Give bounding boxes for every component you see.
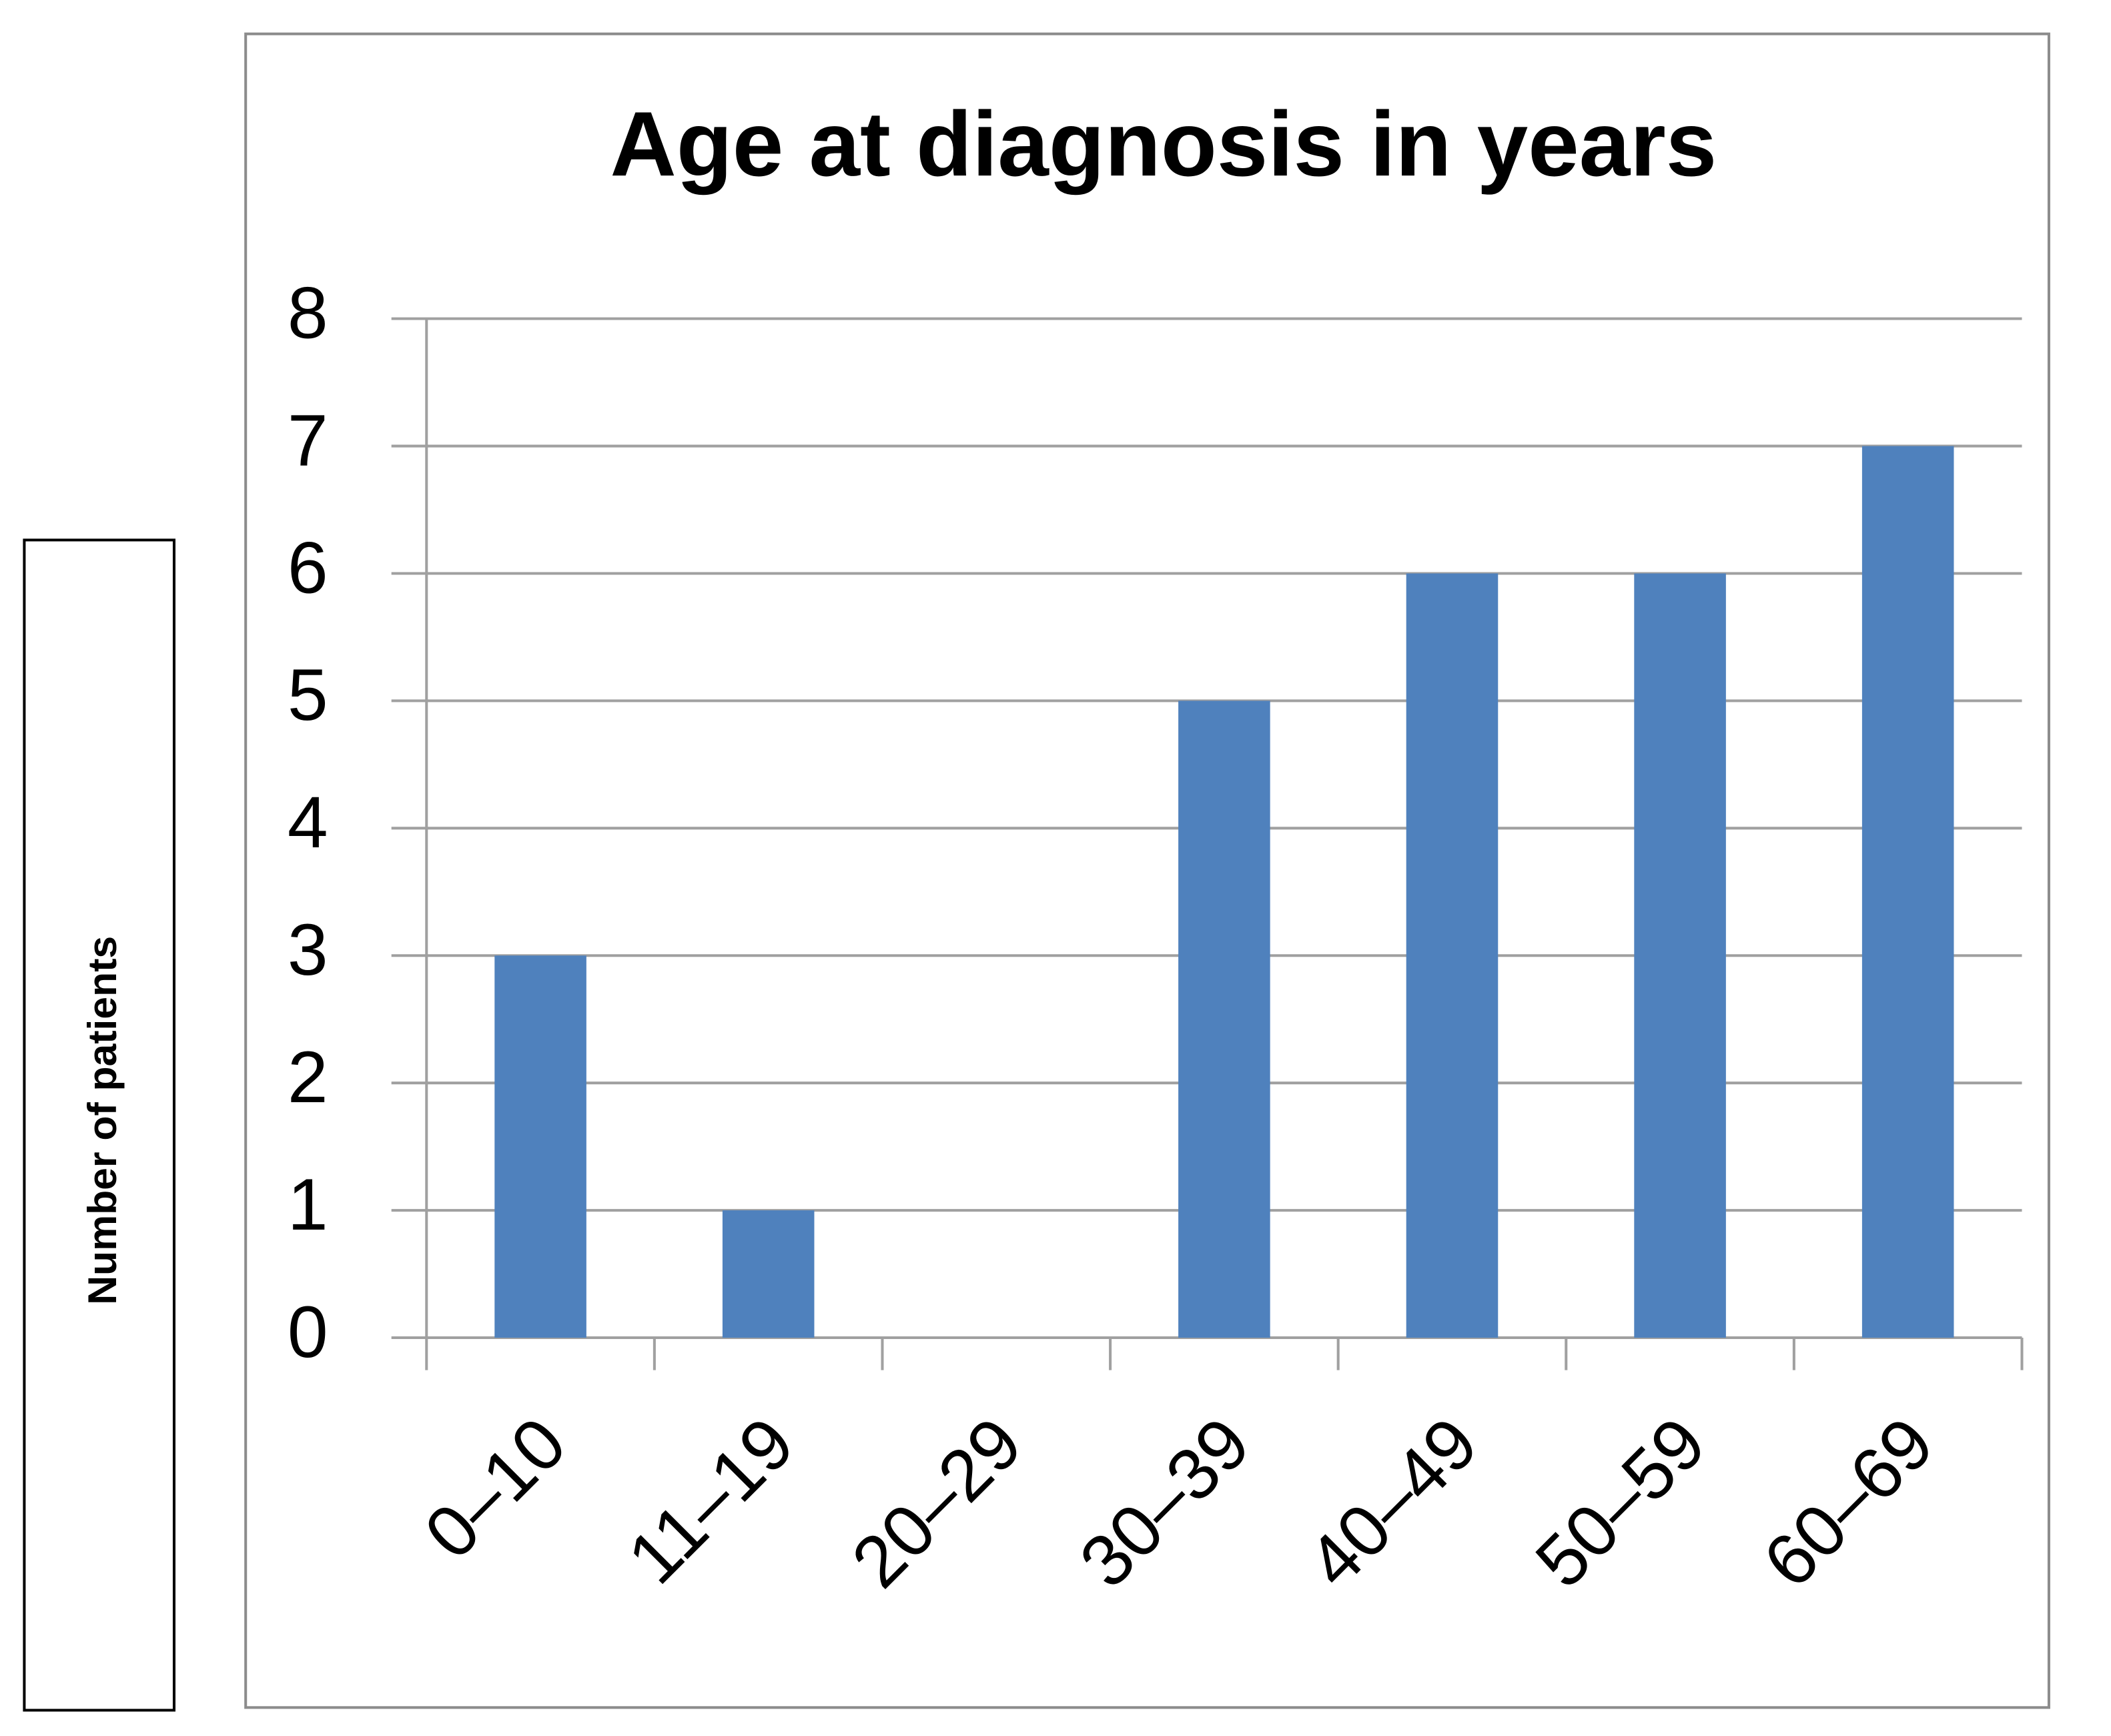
y-tick-label: 8	[288, 272, 328, 354]
bar	[722, 1210, 815, 1338]
y-tick-label: 2	[288, 1037, 328, 1118]
y-tick-label: 7	[288, 400, 328, 481]
bar	[1634, 573, 1726, 1338]
chart-frame	[244, 32, 2050, 1709]
y-axis-label: Number of patients	[79, 936, 125, 1305]
y-tick-label: 3	[288, 909, 328, 991]
chart-title: Age at diagnosis in years	[610, 93, 1717, 195]
bar	[1178, 701, 1270, 1338]
y-tick-label: 0	[288, 1292, 328, 1373]
y-tick-label: 1	[288, 1164, 328, 1246]
bar	[1861, 446, 1954, 1338]
y-tick-label: 6	[288, 527, 328, 608]
y-tick-label: 5	[288, 655, 328, 736]
y-label-box	[23, 538, 175, 1712]
y-tick-label: 4	[288, 782, 328, 863]
bar	[1406, 573, 1499, 1338]
bar	[494, 955, 586, 1338]
